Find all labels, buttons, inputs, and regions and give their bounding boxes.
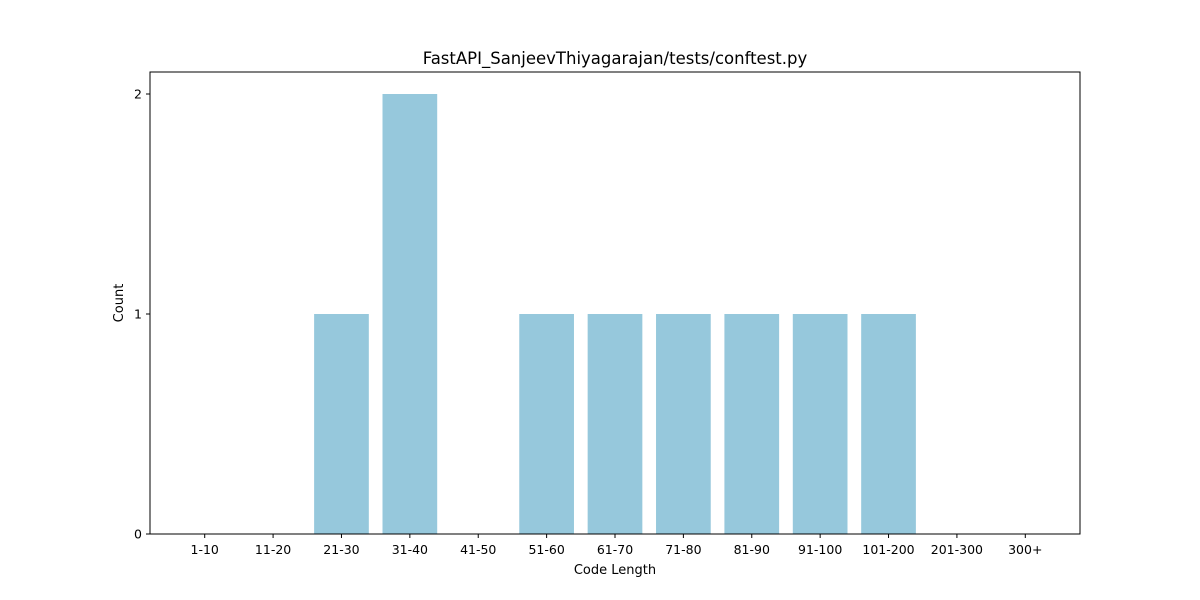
x-tick-label: 101-200 xyxy=(862,542,914,557)
x-axis-label: Code Length xyxy=(574,563,656,578)
x-axis: 1-10 11-20 21-30 31-40 41-50 51-60 61-70 71-80 8… xyxy=(191,534,1042,557)
x-tick-label: 81-90 xyxy=(734,542,770,557)
y-axis: 0 1 2 xyxy=(134,87,150,542)
bar-21-30 xyxy=(314,314,369,534)
x-tick-label: 71-80 xyxy=(665,542,701,557)
bar-51-60 xyxy=(519,314,574,534)
x-tick-label: 21-30 xyxy=(323,542,359,557)
bar-101-200 xyxy=(861,314,916,534)
bar-31-40 xyxy=(382,94,438,534)
x-tick-label: 91-100 xyxy=(798,542,842,557)
x-tick-label: 1-10 xyxy=(191,542,219,557)
x-tick-label: 61-70 xyxy=(597,542,633,557)
bar-61-70 xyxy=(587,314,643,534)
x-tick-label: 31-40 xyxy=(392,542,428,557)
chart-title: FastAPI_SanjeevThiyagarajan/tests/confte… xyxy=(423,49,808,69)
x-tick-label: 41-50 xyxy=(460,542,496,557)
bar-71-80 xyxy=(656,314,711,534)
bar-81-90 xyxy=(724,314,780,534)
x-tick-label: 300+ xyxy=(1008,542,1042,557)
bars-group xyxy=(314,94,916,534)
y-axis-label: Count xyxy=(112,284,127,323)
y-tick-label: 1 xyxy=(134,307,142,322)
bar-91-100 xyxy=(792,314,848,534)
x-tick-label: 51-60 xyxy=(528,542,564,557)
y-tick-label: 2 xyxy=(134,87,142,102)
x-tick-label: 11-20 xyxy=(255,542,291,557)
x-tick-label: 201-300 xyxy=(931,542,983,557)
y-tick-label: 0 xyxy=(134,527,142,542)
